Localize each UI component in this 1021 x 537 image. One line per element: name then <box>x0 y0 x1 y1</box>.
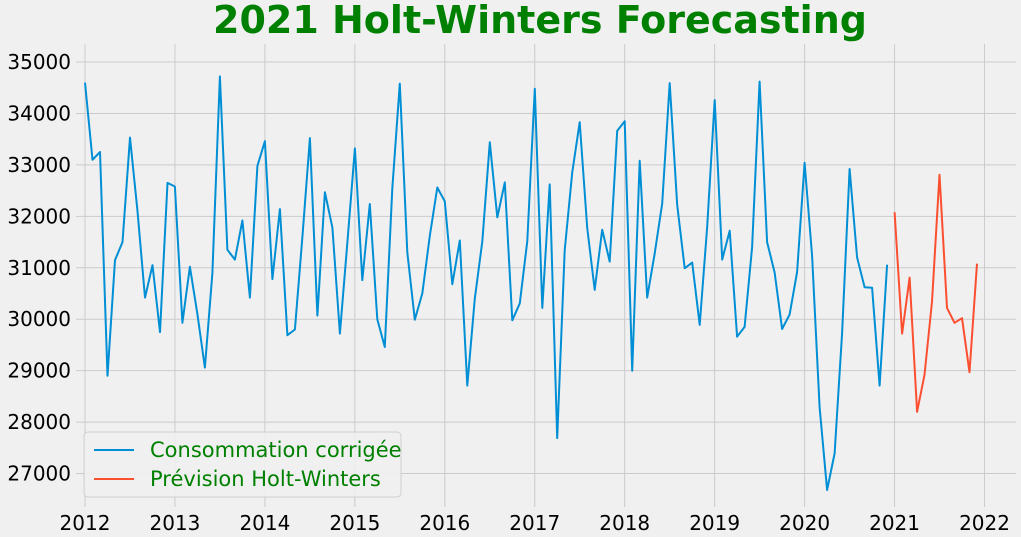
x-tick-label: 2016 <box>419 511 470 535</box>
y-tick-label: 32000 <box>7 204 71 228</box>
y-tick-label: 28000 <box>7 410 71 434</box>
x-gridlines <box>84 44 986 507</box>
x-tick-label: 2019 <box>689 511 740 535</box>
y-tick-label: 35000 <box>7 50 71 74</box>
legend-box <box>83 431 402 498</box>
y-tick-label: 29000 <box>7 359 71 383</box>
y-tick-label: 33000 <box>7 153 71 177</box>
x-tick-label: 2020 <box>779 511 830 535</box>
y-tick-label: 31000 <box>7 256 71 280</box>
legend-label-prevision: Prévision Holt-Winters <box>150 467 381 491</box>
x-tick-label: 2013 <box>149 511 200 535</box>
x-tick-label: 2015 <box>329 511 380 535</box>
x-tick-label: 2017 <box>509 511 560 535</box>
series-line-prevision <box>893 173 978 413</box>
y-tick-label: 30000 <box>7 307 71 331</box>
x-tick-labels: 2012 2013 2014 2015 2016 2017 2018 2019 2020 2021… <box>60 511 1010 535</box>
y-tick-label: 34000 <box>7 101 71 125</box>
x-tick-label: 2012 <box>60 511 111 535</box>
x-tick-label: 2018 <box>599 511 650 535</box>
y-tick-labels: 27000 28000 29000 30000 31000 32000 33000 34000… <box>7 50 71 486</box>
x-tick-label: 2014 <box>239 511 290 535</box>
x-tick-label: 2022 <box>959 511 1010 535</box>
legend: Consommation corrigée Prévision Holt-Win… <box>83 431 402 498</box>
legend-label-consommation: Consommation corrigée <box>150 438 402 462</box>
y-tick-label: 27000 <box>7 462 71 486</box>
series-lines <box>84 75 978 491</box>
y-gridlines <box>76 61 1016 475</box>
chart-title: 2021 Holt-Winters Forecasting <box>213 0 867 42</box>
x-tick-label: 2021 <box>869 511 920 535</box>
series-line-consommation <box>84 75 889 491</box>
